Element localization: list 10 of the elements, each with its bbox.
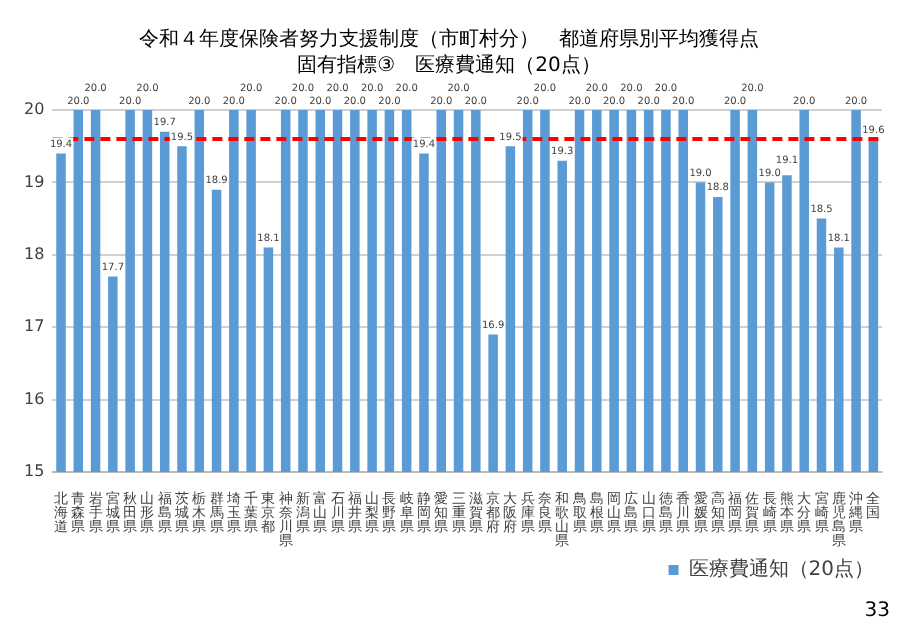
chart-title: 令和４年度保険者努力支援制度（市町村分） 都道府県別平均獲得点 <box>139 27 759 52</box>
y-tick-label: 18 <box>23 244 45 263</box>
y-tick-label: 20 <box>23 100 45 119</box>
y-tick-label: 19 <box>23 172 45 191</box>
text: 33 <box>864 600 890 624</box>
legend-label: 医療費通知（20点） <box>688 557 875 582</box>
y-tick-label: 15 <box>23 462 45 481</box>
y-tick-label: 17 <box>23 317 45 336</box>
y-tick-label: 16 <box>23 389 45 408</box>
chart-subtitle: 固有指標③ 医療費通知（20点） <box>297 53 601 78</box>
